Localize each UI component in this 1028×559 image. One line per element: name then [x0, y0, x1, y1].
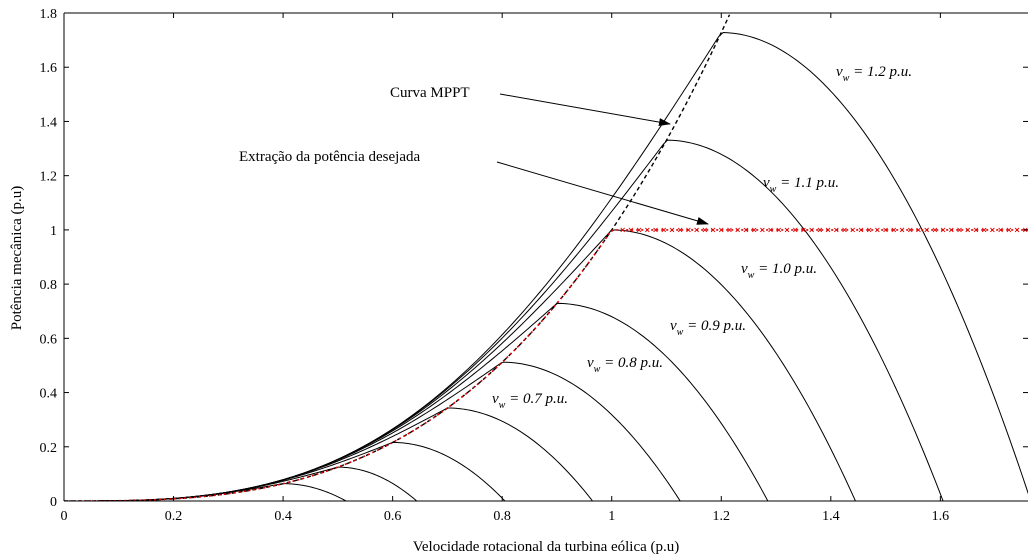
- desired-marker: [653, 227, 658, 233]
- desired-marker: [973, 227, 979, 233]
- desired-marker: [981, 227, 987, 233]
- desired-marker: [998, 227, 1003, 233]
- desired-marker: [768, 227, 773, 233]
- y-tick-label: 1.8: [40, 7, 58, 22]
- annotation-arrow: [496, 161, 709, 225]
- desired-marker: [620, 227, 626, 233]
- desired-marker: [940, 227, 946, 233]
- y-tick-label: 0.6: [40, 332, 58, 347]
- desired-marker: [1014, 227, 1020, 233]
- mppt-curve-group: [64, 14, 731, 501]
- desired-marker: [907, 227, 913, 233]
- mppt-curve: [64, 14, 731, 501]
- x-axis-title: Velocidade rotacional da turbina eólica …: [413, 539, 680, 555]
- wind-curve-0.7: [64, 407, 593, 501]
- desired-marker: [686, 227, 691, 233]
- wind-curve-1.1: [64, 139, 944, 501]
- desired-marker: [792, 227, 798, 233]
- wind-curve-0.4: [64, 483, 347, 501]
- desired-marker: [948, 227, 954, 233]
- desired-marker: [924, 227, 929, 233]
- y-tick-label: 1.6: [40, 61, 58, 76]
- x-tick-label: 0: [61, 509, 68, 524]
- x-tick-label: 0.6: [384, 509, 402, 524]
- x-tick-label: 0.4: [274, 509, 292, 524]
- desired-marker: [751, 227, 757, 233]
- desired-marker: [866, 227, 872, 233]
- axes: [63, 12, 1028, 502]
- desired-marker: [833, 227, 839, 233]
- curve-label: vw = 0.9 p.u.: [670, 318, 746, 338]
- curve-label: vw = 1.0 p.u.: [741, 261, 817, 281]
- desired-marker: [702, 227, 708, 233]
- y-tick-label: 1.2: [40, 170, 58, 185]
- desired-marker: [669, 227, 675, 233]
- x-tick-label: 1.2: [713, 509, 731, 524]
- desired-marker: [817, 227, 823, 233]
- desired-marker: [661, 227, 667, 233]
- annotation-label: Curva MPPT: [390, 85, 470, 101]
- wind-power-curves: [64, 32, 1028, 501]
- desired-marker: [801, 227, 806, 233]
- desired-marker: [842, 227, 847, 233]
- desired-marker: [916, 227, 921, 233]
- desired-marker: [677, 227, 683, 233]
- desired-marker: [718, 227, 724, 233]
- x-tick-label: 1: [608, 509, 615, 524]
- y-axis-title: Potência mecânica (p.u): [9, 186, 25, 331]
- desired-power-curve: [64, 229, 1028, 501]
- desired-marker: [850, 227, 856, 233]
- desired-marker: [694, 227, 699, 233]
- curve-label: vw = 0.8 p.u.: [587, 355, 663, 375]
- desired-marker: [710, 227, 716, 233]
- annotations: Curva MPPT Extração da potência desejada: [239, 85, 709, 225]
- curve-label: vw = 0.7 p.u.: [492, 391, 568, 411]
- x-tick-label: 1.4: [822, 509, 840, 524]
- curve-label: vw = 1.1 p.u.: [763, 175, 839, 195]
- desired-marker: [743, 227, 749, 233]
- desired-marker: [636, 227, 642, 233]
- desired-marker: [899, 227, 905, 233]
- desired-marker: [1006, 227, 1012, 233]
- desired-marker: [932, 227, 938, 233]
- desired-marker: [735, 227, 741, 233]
- desired-marker: [990, 227, 995, 233]
- desired-marker: [858, 227, 864, 233]
- wind-curve-0.9: [64, 302, 769, 501]
- x-tick-label: 1.6: [932, 509, 950, 524]
- desired-marker: [727, 227, 732, 233]
- desired-power-curve-group: [64, 227, 1028, 501]
- desired-marker: [784, 227, 790, 233]
- desired-marker: [628, 227, 634, 233]
- desired-marker: [965, 227, 971, 233]
- y-tick-label: 0.8: [40, 278, 58, 293]
- y-tick-label: 0.4: [40, 387, 58, 402]
- desired-marker: [809, 227, 814, 233]
- wind-curve-0.5: [64, 466, 418, 501]
- y-tick-label: 0.2: [40, 441, 58, 456]
- x-tick-label: 0.2: [165, 509, 183, 524]
- desired-marker: [776, 227, 782, 233]
- desired-marker: [760, 227, 765, 233]
- y-tick-label: 1: [50, 224, 57, 239]
- x-tick-label: 0.8: [493, 509, 511, 524]
- desired-marker: [883, 227, 888, 233]
- wind-curve-1.2: [64, 32, 1028, 501]
- desired-marker: [957, 227, 962, 233]
- desired-marker: [645, 227, 650, 233]
- wind-curve-0.6: [64, 441, 506, 501]
- desired-marker: [875, 227, 880, 233]
- curve-label: vw = 1.2 p.u.: [836, 64, 912, 84]
- annotation-label: Extração da potência desejada: [239, 149, 420, 165]
- tick-labels: 0 0.2 0.4 0.6 0.8 1 1.2 1.4 1.6 0 0.2 0.4 0.6 0.8 1 1.2…: [40, 7, 950, 524]
- y-tick-label: 0: [50, 495, 57, 510]
- y-tick-label: 1.4: [40, 115, 58, 130]
- desired-marker: [891, 227, 897, 233]
- wind-curve-0.8: [64, 361, 681, 501]
- annotation-arrow: [499, 93, 671, 127]
- wind-curve-1: [64, 229, 856, 501]
- curve-labels: vw = 1.2 p.u. vw = 1.1 p.u. vw = 1.0 p.u. v…: [492, 64, 912, 411]
- desired-marker: [825, 227, 831, 233]
